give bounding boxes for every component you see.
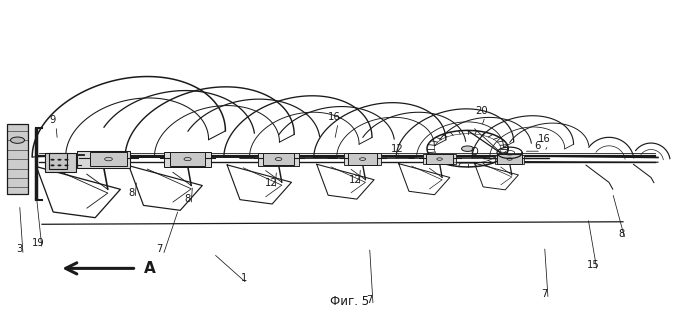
Bar (344, 153, 381, 165)
FancyBboxPatch shape (262, 153, 295, 165)
FancyBboxPatch shape (7, 124, 28, 194)
Bar (77, 151, 130, 168)
FancyBboxPatch shape (45, 153, 76, 172)
Text: 8: 8 (619, 229, 624, 239)
Text: 7: 7 (541, 289, 548, 299)
Circle shape (50, 164, 55, 166)
FancyBboxPatch shape (49, 153, 67, 169)
Bar (164, 152, 211, 167)
Circle shape (57, 164, 62, 166)
Text: 6: 6 (534, 140, 541, 151)
Text: 12: 12 (265, 178, 278, 188)
FancyBboxPatch shape (348, 153, 377, 165)
Circle shape (64, 164, 69, 166)
FancyBboxPatch shape (426, 154, 453, 164)
FancyBboxPatch shape (90, 152, 127, 166)
Text: 8: 8 (185, 194, 190, 204)
Text: 8: 8 (129, 188, 134, 198)
Circle shape (461, 146, 474, 152)
Text: O: O (470, 147, 479, 157)
FancyBboxPatch shape (170, 152, 205, 166)
Text: 19: 19 (32, 238, 45, 248)
Bar (496, 155, 524, 163)
FancyBboxPatch shape (497, 154, 522, 164)
Text: Фиг. 5: Фиг. 5 (330, 295, 370, 308)
Bar (258, 152, 299, 166)
Text: 16: 16 (538, 134, 551, 144)
Text: 12: 12 (391, 144, 404, 154)
Text: 20: 20 (475, 106, 488, 116)
Text: 7: 7 (156, 244, 163, 255)
Bar (424, 154, 456, 164)
Text: A: A (144, 261, 155, 276)
Circle shape (10, 137, 25, 143)
Text: 15: 15 (587, 260, 600, 270)
Text: 9: 9 (49, 115, 56, 125)
Circle shape (57, 159, 62, 161)
Text: 1: 1 (240, 273, 247, 283)
Circle shape (50, 159, 55, 161)
Text: 3: 3 (17, 244, 22, 255)
Text: 7: 7 (366, 295, 373, 305)
Circle shape (64, 159, 69, 161)
Text: 16: 16 (328, 112, 341, 122)
Text: 12: 12 (349, 175, 362, 185)
